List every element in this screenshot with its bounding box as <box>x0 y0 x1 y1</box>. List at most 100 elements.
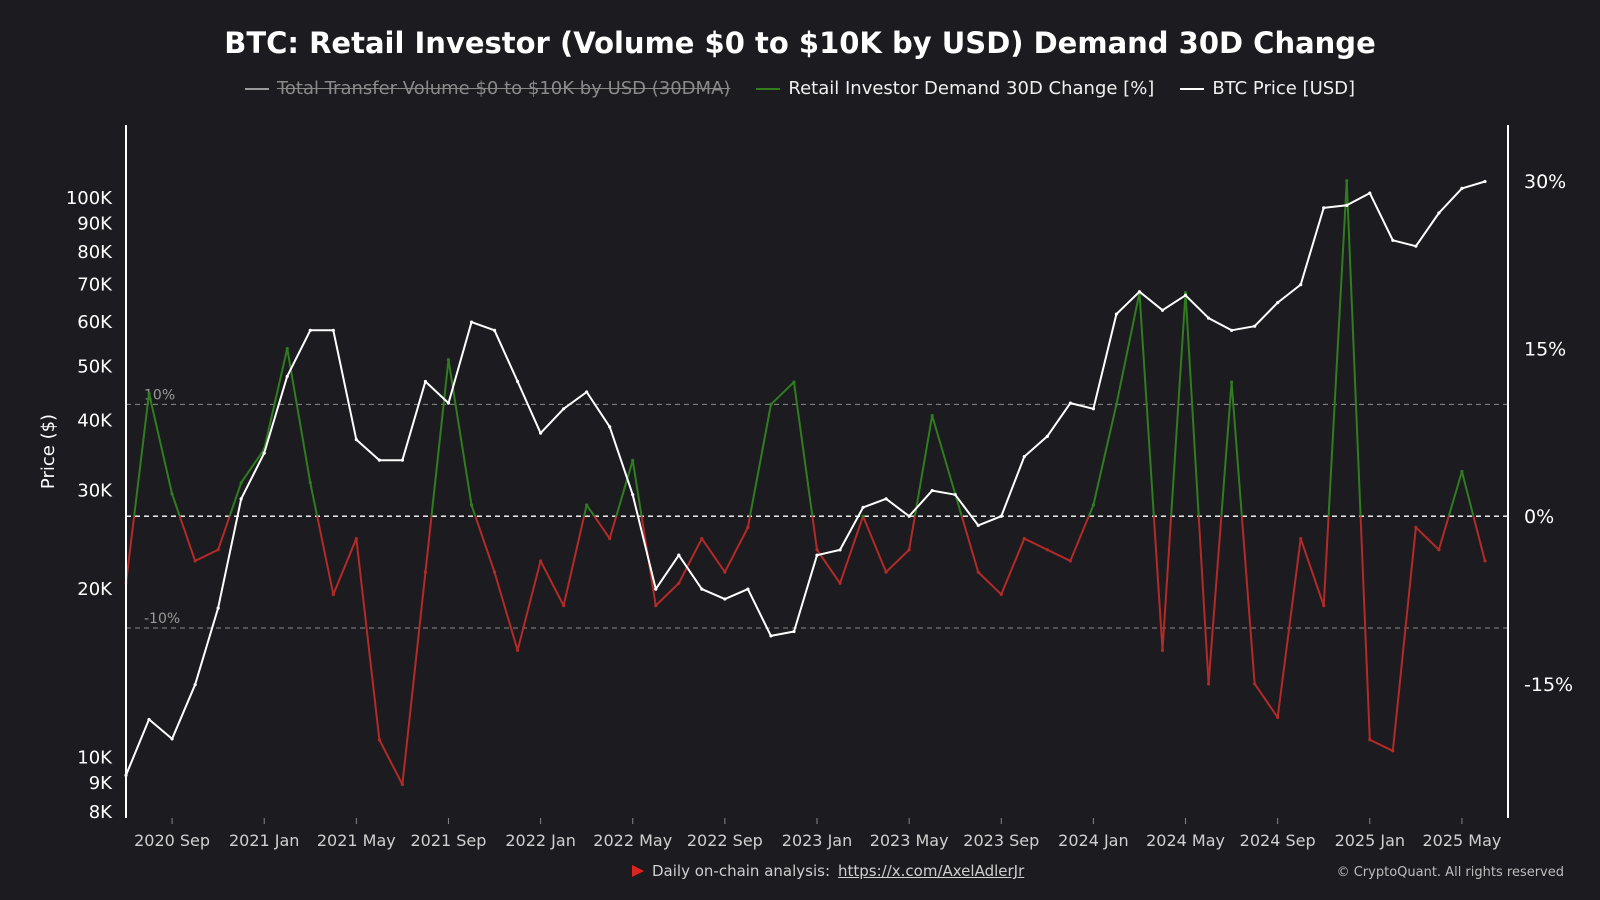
demand-change-segment <box>1327 180 1348 517</box>
demand-change-point <box>1114 402 1119 407</box>
demand-change-point <box>1483 559 1487 563</box>
legend-swatch-total-transfer <box>244 87 269 90</box>
x-tick-label: 2021 May <box>317 831 396 850</box>
demand-change-point <box>1322 604 1326 608</box>
demand-change-segment <box>723 526 749 573</box>
demand-change-segment <box>977 571 1002 596</box>
demand-change-point <box>907 548 911 552</box>
demand-change-segment <box>355 538 381 740</box>
demand-change-point <box>746 525 750 529</box>
demand-change-segment <box>1230 382 1243 517</box>
btc-price-point <box>976 523 980 527</box>
btc-price-point <box>884 497 888 501</box>
demand-change-segment <box>447 359 473 506</box>
demand-change-point <box>1299 536 1303 541</box>
demand-change-segment <box>1447 471 1463 517</box>
x-tick-label: 2023 Sep <box>963 831 1039 850</box>
demand-change-segment <box>615 460 634 517</box>
btc-price-point <box>1160 308 1165 312</box>
btc-price-point <box>1345 203 1349 207</box>
demand-change-point <box>469 503 474 507</box>
demand-change-point <box>930 414 934 418</box>
demand-change-segment <box>1322 516 1330 606</box>
demand-change-point <box>1045 548 1049 552</box>
x-tick-label: 2023 May <box>870 831 949 850</box>
demand-change-point <box>492 570 497 574</box>
btc-price-point <box>285 374 289 378</box>
demand-change-segment <box>1472 515 1486 562</box>
demand-change-point <box>354 536 358 541</box>
demand-change-segment <box>1240 516 1256 684</box>
demand-change-point <box>170 492 174 496</box>
demand-change-point <box>562 604 566 608</box>
demand-change-segment <box>286 348 312 483</box>
btc-price-point <box>999 514 1003 518</box>
demand-change-segment <box>133 393 151 517</box>
demand-change-segment <box>1369 738 1394 752</box>
legend-item-retail-demand[interactable]: Retail Investor Demand 30D Change [%] <box>756 78 1154 99</box>
demand-change-point <box>1091 503 1095 507</box>
demand-change-segment <box>1345 180 1362 517</box>
demand-change-segment <box>631 460 643 517</box>
demand-change-segment <box>194 548 219 562</box>
demand-change-point <box>631 458 635 462</box>
x-tick-label: 2025 Jan <box>1335 831 1405 850</box>
demand-change-segment <box>171 493 181 517</box>
btc-price-point <box>1091 407 1095 411</box>
reference-line-label: -10% <box>144 611 180 627</box>
footer-link[interactable]: https://x.com/AxelAdlerJr <box>838 862 1025 880</box>
demand-change-point <box>423 570 428 574</box>
demand-change-segment <box>1115 292 1141 405</box>
demand-change-segment <box>316 516 335 595</box>
x-tick-label: 2022 Sep <box>687 831 763 850</box>
demand-change-point <box>654 604 658 608</box>
demand-change-segment <box>228 482 243 517</box>
y-left-tick-label: 90K <box>77 214 113 235</box>
demand-change-point <box>884 570 888 574</box>
btc-price-point <box>1230 328 1234 332</box>
demand-change-point <box>1068 559 1072 563</box>
legend-item-btc-price[interactable]: BTC Price [USD] <box>1180 78 1355 99</box>
demand-change-segment <box>309 482 319 517</box>
btc-price-point <box>539 431 543 435</box>
demand-change-segment <box>1437 515 1450 551</box>
demand-change-segment <box>1000 538 1026 595</box>
btc-price-point <box>792 629 796 634</box>
footer-text: Daily on-chain analysis: <box>652 862 830 880</box>
btc-price-point <box>631 493 635 497</box>
legend: Total Transfer Volume $0 to $10K by USD … <box>0 78 1600 99</box>
demand-change-segment <box>811 516 818 550</box>
demand-change-segment <box>908 516 916 550</box>
y-left-tick-label: 40K <box>77 411 113 432</box>
y-right-tick-label: 0% <box>1524 506 1554 528</box>
y-left-tick-label: 80K <box>77 242 113 263</box>
btc-price-point <box>216 606 220 610</box>
demand-change-point <box>193 559 197 563</box>
demand-change-point <box>1345 179 1349 183</box>
demand-change-segment <box>1299 538 1325 606</box>
btc-price-point <box>953 493 957 497</box>
demand-change-segment <box>1207 516 1223 684</box>
demand-change-point <box>723 570 727 574</box>
demand-change-point <box>792 380 796 384</box>
legend-label-btc-price: BTC Price [USD] <box>1212 78 1356 99</box>
demand-change-segment <box>1170 292 1187 517</box>
demand-change-point <box>1206 682 1211 686</box>
demand-change-segment <box>263 348 289 450</box>
demand-change-segment <box>1023 537 1048 551</box>
btc-price-point <box>1206 316 1211 320</box>
flag-icon <box>632 865 644 877</box>
demand-change-point <box>1276 715 1280 720</box>
demand-change-segment <box>593 515 611 540</box>
legend-item-total-transfer-volume[interactable]: Total Transfer Volume $0 to $10K by USD … <box>244 78 730 99</box>
demand-change-segment <box>913 415 934 517</box>
x-tick-label: 2021 Sep <box>410 831 486 850</box>
x-tick-label: 2024 Sep <box>1240 831 1316 850</box>
btc-price-point <box>1183 293 1188 297</box>
btc-price-point <box>907 514 911 518</box>
y-left-tick-label: 20K <box>77 579 113 600</box>
demand-change-segment <box>931 415 957 495</box>
legend-swatch-retail-demand <box>756 87 781 90</box>
y-left-tick-label: 100K <box>66 188 113 209</box>
